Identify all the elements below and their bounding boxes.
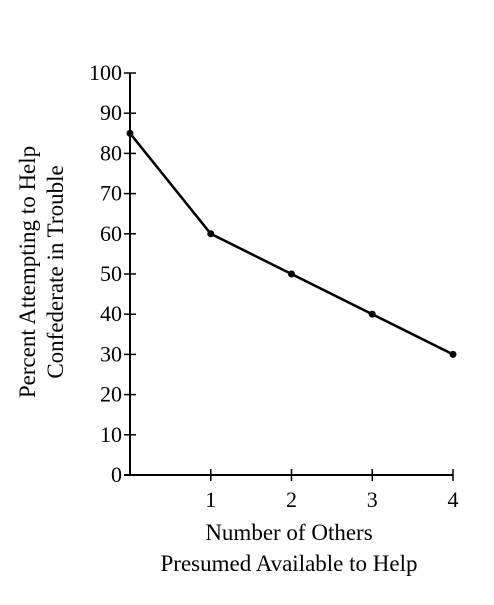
y-tick-label: 50 (100, 261, 122, 286)
x-tick-label: 1 (205, 487, 216, 512)
y-tick-label: 60 (100, 221, 122, 246)
x-tick-label: 3 (367, 487, 378, 512)
x-tick-label: 2 (286, 487, 297, 512)
data-point (207, 230, 215, 238)
series-line (129, 132, 454, 356)
data-point (288, 270, 295, 278)
y-tick-label: 40 (100, 301, 122, 326)
series-group (126, 129, 457, 358)
y-tick-label: 100 (89, 60, 122, 85)
y-tick-label: 20 (100, 382, 122, 407)
x-tick-label: 4 (448, 487, 459, 512)
y-tick-label: 30 (100, 341, 122, 366)
y-tick-label: 0 (111, 462, 122, 487)
data-point (368, 310, 376, 318)
data-point (126, 129, 134, 137)
y-axis-title-line-2: Confederate in Trouble (43, 165, 68, 378)
y-tick-label: 90 (100, 100, 122, 125)
x-axis-title-line-1: Number of Others (205, 520, 372, 545)
ticks-group: 0 10 20 30 40 50 60 70 80 90 100 1 2 3 4 (89, 60, 459, 512)
y-tick-label: 70 (100, 181, 122, 206)
axis-titles-group: Percent Attempting to Help Confederate i… (15, 146, 418, 576)
y-axis-title-line-1: Percent Attempting to Help (15, 146, 40, 398)
data-point (449, 350, 457, 358)
y-tick-label: 10 (100, 422, 122, 447)
y-tick-label: 80 (100, 140, 122, 165)
x-axis-title-line-2: Presumed Available to Help (161, 551, 418, 576)
